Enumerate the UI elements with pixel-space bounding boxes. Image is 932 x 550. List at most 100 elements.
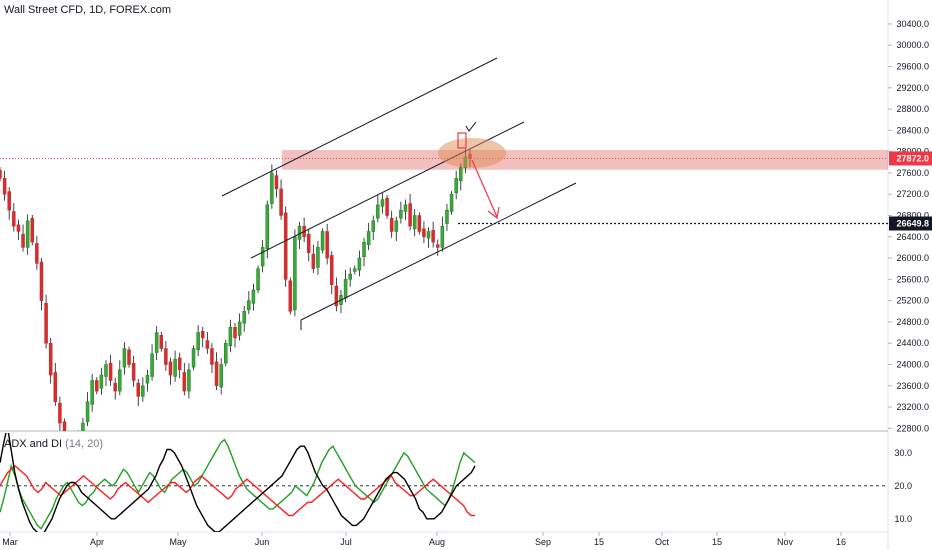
candle-body (371, 220, 375, 232)
adx-line (0, 433, 476, 532)
candle-body (168, 361, 173, 376)
candle-body (12, 211, 16, 227)
candle-body (265, 204, 270, 250)
y-tick-label: 29600.0 (896, 62, 929, 72)
candle-body (182, 372, 187, 392)
candle-body (2, 178, 7, 195)
candle-body (25, 220, 30, 248)
y-tick-label: 30000.0 (896, 40, 929, 50)
trend-lines (221, 57, 577, 330)
candle-body (16, 224, 21, 232)
x-tick-label: Sep (535, 537, 551, 547)
y-tick-label: 25200.0 (896, 296, 929, 306)
candle-body (417, 215, 422, 232)
candle-body (260, 247, 265, 267)
candle-body (334, 285, 339, 307)
upper-channel-line (221, 57, 498, 197)
candle-body (325, 231, 329, 259)
candle-body (431, 229, 435, 243)
x-tick-label: Mar (2, 537, 18, 547)
candle-body (320, 231, 325, 251)
candle-body (53, 372, 58, 402)
candle-body (77, 439, 80, 452)
candle-body (247, 300, 251, 311)
candle-body (72, 455, 75, 460)
indicator-params: (14, 20) (65, 438, 104, 450)
candle-body (242, 311, 246, 324)
candle-body (408, 203, 412, 227)
candle-body (459, 167, 463, 182)
x-tick-label: Nov (777, 537, 794, 547)
candle-body (122, 348, 127, 368)
candle-body (131, 362, 136, 381)
candle-body (30, 217, 35, 243)
candles (0, 148, 472, 460)
price-pane (0, 57, 888, 460)
y-tick-label: 23200.0 (896, 402, 929, 412)
candle-body (164, 348, 168, 365)
lower-channel-line (300, 182, 577, 321)
candle-body (95, 380, 99, 392)
candle-body (454, 178, 458, 194)
indicator-y-tick-label: 30.0 (894, 448, 912, 458)
candle-body (177, 357, 182, 371)
candle-body (205, 340, 210, 349)
x-tick-label: May (169, 537, 187, 547)
x-tick-label: Jun (255, 537, 270, 547)
candle-body (330, 255, 334, 285)
candle-body (422, 228, 426, 238)
x-tick-label: 15 (712, 537, 722, 547)
x-axis-ticks: Mar Apr May Jun Jul Aug Sep 15 Oct 15 Nov 16 (2, 532, 846, 547)
candle-body (224, 342, 228, 364)
candle-body (187, 369, 191, 392)
candle-body (173, 358, 177, 377)
candle-body (288, 280, 293, 312)
candle-body (279, 188, 283, 216)
candle-body (316, 247, 320, 268)
y-tick-label: 22800.0 (896, 423, 929, 433)
candle-body (311, 253, 316, 269)
y-tick-label: 27200.0 (896, 189, 929, 199)
down-arrow-head (487, 206, 500, 220)
candle-body (399, 209, 403, 219)
indicator-pane (0, 433, 888, 532)
y-tick-label: 26400.0 (896, 232, 929, 242)
candle-body (85, 401, 90, 422)
candle-body (127, 349, 131, 365)
candle-body (214, 361, 219, 387)
candle-body (35, 243, 39, 264)
last-price-label-bg (889, 151, 932, 166)
candle-body (435, 244, 440, 248)
indicator-title: ADX and DI (14, 20) (4, 438, 103, 450)
resistance-zone (282, 150, 888, 170)
candle-body (403, 204, 408, 212)
candle-body (256, 268, 260, 291)
candle-body (58, 402, 62, 424)
candle-body (233, 326, 237, 339)
y-tick-label: 27600.0 (896, 168, 929, 178)
candle-body (293, 236, 297, 311)
candle-body (283, 212, 288, 280)
target-level-label: 26649.8 (896, 218, 929, 228)
candle-body (200, 330, 205, 339)
y-tick-label: 26800.0 (896, 211, 929, 221)
y-tick-label: 24000.0 (896, 359, 929, 369)
candle-body (136, 382, 140, 397)
candle-body (90, 380, 94, 405)
candle-body (394, 220, 399, 232)
x-tick-label: Jul (340, 537, 352, 547)
x-tick-label: Apr (90, 537, 104, 547)
candle-body (385, 197, 389, 216)
candle-body (21, 233, 25, 248)
x-tick-label: Aug (429, 537, 445, 547)
candle-body (196, 332, 200, 351)
highlight-ellipse (438, 138, 506, 168)
candle-body (44, 303, 48, 344)
candle-body (440, 225, 445, 248)
y-tick-label: 30400.0 (896, 19, 929, 29)
candle-body (412, 215, 417, 230)
y-tick-label: 28400.0 (896, 125, 929, 135)
candle-body (237, 321, 242, 336)
y-tick-label: 29200.0 (896, 83, 929, 93)
